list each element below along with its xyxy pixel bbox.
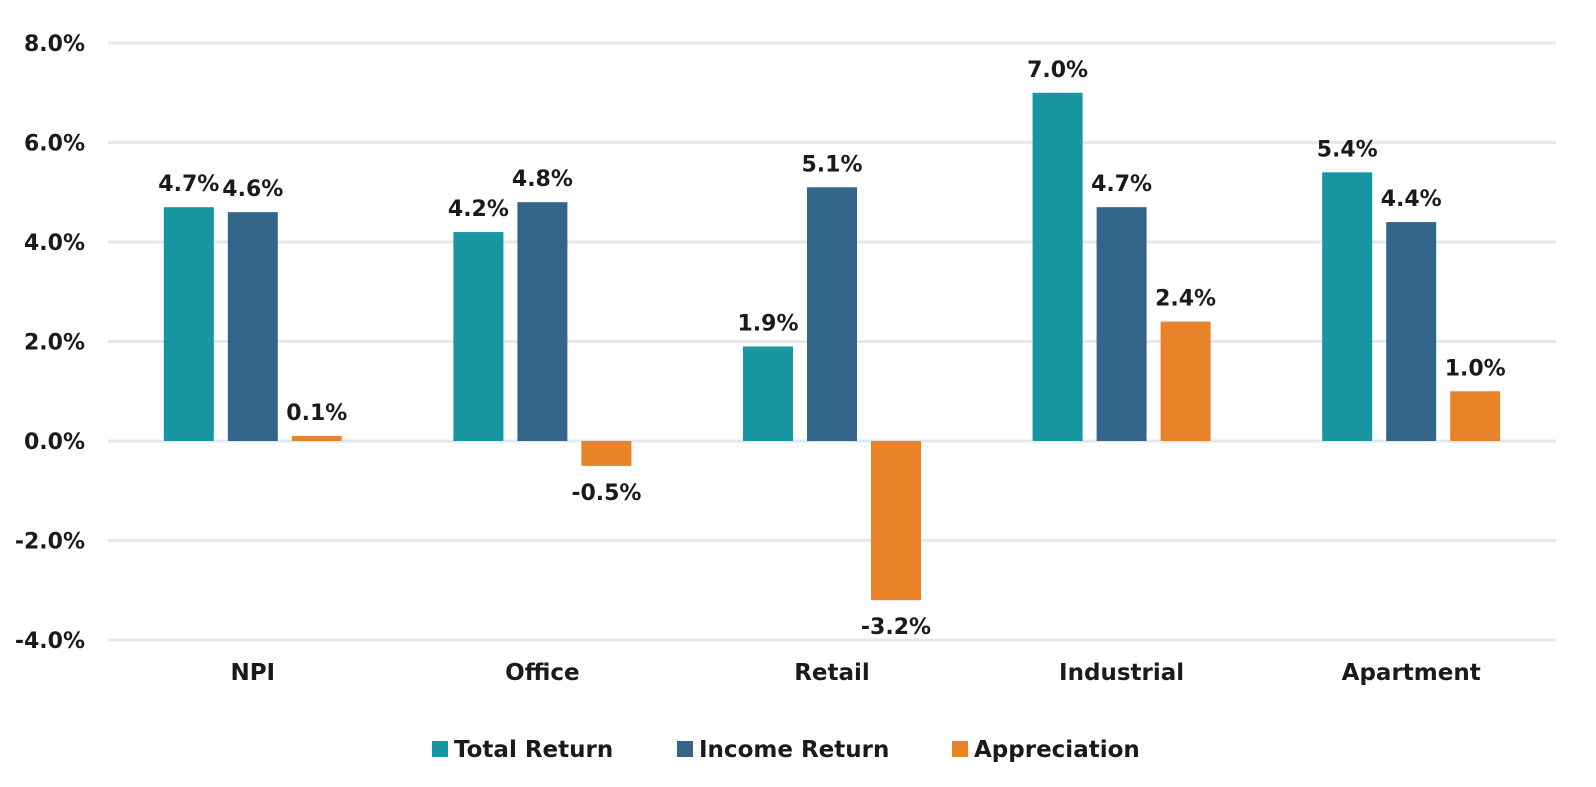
bar-income-return-apartment bbox=[1386, 222, 1437, 441]
data-label: 4.4% bbox=[1381, 187, 1442, 212]
legend-swatch bbox=[432, 741, 448, 757]
legend-swatch bbox=[952, 741, 968, 757]
legend-label: Appreciation bbox=[974, 737, 1140, 763]
category-label: Apartment bbox=[1342, 660, 1481, 686]
bar-total-return-industrial bbox=[1032, 92, 1083, 441]
data-label: 1.9% bbox=[737, 311, 798, 336]
data-label: 7.0% bbox=[1027, 58, 1088, 83]
y-tick-label: 6.0% bbox=[24, 132, 85, 157]
data-label: 4.2% bbox=[448, 197, 509, 222]
data-label: 4.8% bbox=[512, 167, 573, 192]
legend: Total Return Income Return Appreciation bbox=[432, 737, 1140, 763]
category-label: NPI bbox=[230, 660, 275, 686]
category-label: Industrial bbox=[1059, 660, 1184, 686]
data-label: 4.7% bbox=[1091, 172, 1152, 197]
y-tick-label: 8.0% bbox=[24, 32, 85, 57]
bar-income-return-retail bbox=[807, 187, 857, 441]
data-label: -0.5% bbox=[571, 481, 641, 506]
data-labels: 4.7% 4.6%0.1%4.2%4.8%-0.5%1.9%5.1%-3.2%7.… bbox=[158, 58, 1505, 640]
bar-appreciation-npi bbox=[291, 436, 342, 441]
legend-label: Total Return bbox=[454, 737, 613, 763]
bar-total-return-office bbox=[453, 232, 504, 441]
bar-total-return-apartment bbox=[1322, 172, 1373, 441]
bar-appreciation-industrial bbox=[1160, 321, 1211, 441]
bar-appreciation-apartment bbox=[1450, 391, 1501, 441]
y-tick-label: 0.0% bbox=[24, 430, 85, 455]
y-axis: 8.0% 6.0% 4.0% 2.0% 0.0% -2.0% -4.0% bbox=[15, 32, 85, 654]
legend-label: Income Return bbox=[699, 737, 889, 763]
data-label: 5.4% bbox=[1317, 137, 1378, 162]
data-label: 2.4% bbox=[1155, 287, 1216, 312]
y-tick-label: -4.0% bbox=[15, 629, 85, 654]
data-label: -3.2% bbox=[861, 615, 931, 640]
category-label: Retail bbox=[794, 660, 870, 686]
bar-income-return-office bbox=[517, 202, 568, 441]
bar-appreciation-office bbox=[581, 441, 632, 466]
data-label: 4.7% bbox=[158, 172, 219, 197]
bars bbox=[163, 92, 1501, 601]
y-tick-label: 4.0% bbox=[24, 231, 85, 256]
data-label: 4.6% bbox=[222, 177, 283, 202]
data-label: 1.0% bbox=[1445, 356, 1506, 381]
legend-swatch bbox=[677, 741, 693, 757]
bar-income-return-industrial bbox=[1096, 207, 1147, 441]
y-tick-label: 2.0% bbox=[24, 331, 85, 356]
bar-appreciation-retail bbox=[871, 441, 921, 601]
bar-total-return-retail bbox=[743, 346, 793, 441]
data-label: 5.1% bbox=[801, 152, 862, 177]
x-axis: NPI Office Retail Industrial Apartment bbox=[230, 660, 1480, 686]
bar-income-return-npi bbox=[227, 212, 278, 441]
bar-total-return-npi bbox=[163, 207, 214, 441]
data-label: 0.1% bbox=[286, 401, 347, 426]
y-tick-label: -2.0% bbox=[15, 530, 85, 555]
category-label: Office bbox=[505, 660, 579, 686]
